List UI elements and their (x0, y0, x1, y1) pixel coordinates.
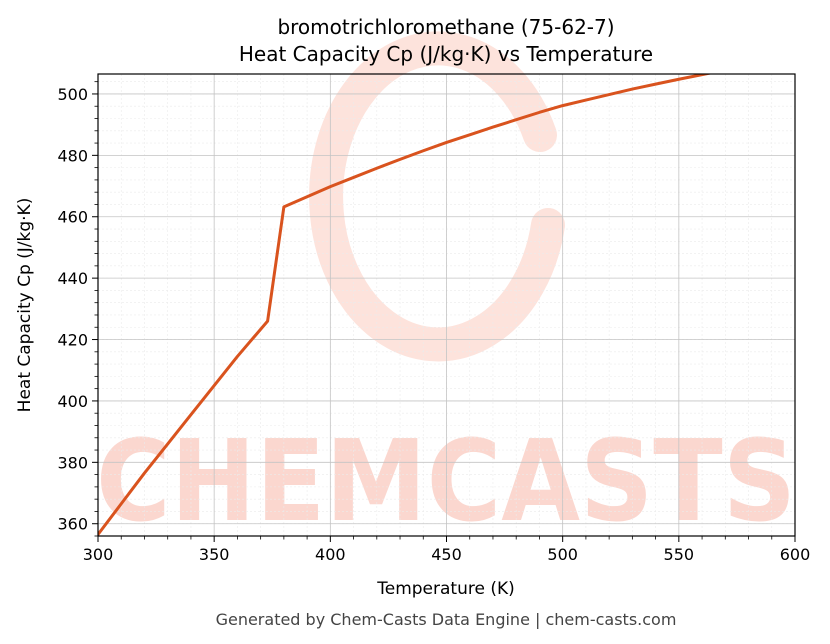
x-tick-label: 450 (431, 545, 462, 564)
y-tick-label: 360 (57, 515, 88, 534)
watermark: CHEMCASTS (96, 31, 796, 547)
chart-title-line1: bromotrichloromethane (75-62-7) (277, 15, 614, 39)
y-axis-ticks: 360 380 400 420 440 460 480 500 (57, 81, 98, 537)
x-tick-label: 350 (199, 545, 230, 564)
y-tick-label: 500 (57, 85, 88, 104)
series-line-0 (98, 74, 713, 536)
x-tick-label: 300 (83, 545, 114, 564)
watermark-text: CHEMCASTS (96, 417, 796, 547)
x-axis-label: Temperature (K) (376, 579, 515, 599)
y-tick-label: 400 (57, 392, 88, 411)
y-axis-label: Heat Capacity Cp (J/kg·K) (15, 198, 35, 413)
x-tick-label: 400 (315, 545, 346, 564)
x-axis-ticks: 300 350 400 450 500 550 600 (83, 536, 811, 564)
y-tick-label: 440 (57, 269, 88, 288)
y-tick-label: 480 (57, 146, 88, 165)
series-layer (98, 74, 713, 536)
y-tick-label: 420 (57, 331, 88, 350)
chart-title-line2: Heat Capacity Cp (J/kg·K) vs Temperature (239, 42, 653, 66)
x-tick-label: 600 (780, 545, 811, 564)
y-tick-label: 460 (57, 208, 88, 227)
y-tick-label: 380 (57, 453, 88, 472)
x-tick-label: 500 (547, 545, 578, 564)
watermark-logo-ring (309, 31, 565, 362)
x-tick-label: 550 (664, 545, 695, 564)
footer-credit: Generated by Chem-Casts Data Engine | ch… (216, 610, 677, 629)
